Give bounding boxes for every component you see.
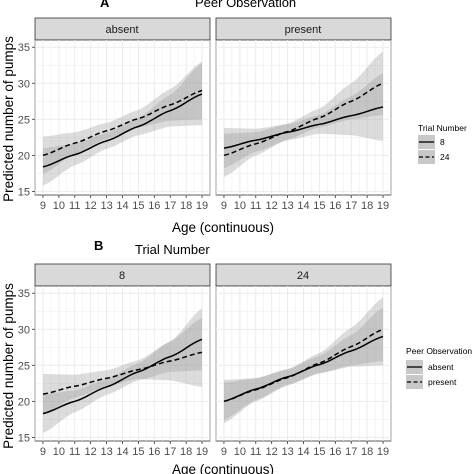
x-tick-label: 15 xyxy=(313,446,325,458)
x-tick-label: 11 xyxy=(69,446,80,458)
legend-a-title: Trial Number xyxy=(418,123,467,133)
x-tick-label: 15 xyxy=(313,200,325,212)
x-tick-label: 16 xyxy=(329,200,341,212)
x-tick-label: 16 xyxy=(329,446,341,458)
y-tick-label: 25 xyxy=(18,114,30,126)
confidence-band-present xyxy=(43,317,202,415)
panel-a-right-plot: 9 10 11 12 13 14 15 16 17 18 19 xyxy=(215,39,392,212)
panel-a-left-plot: 9 10 11 12 13 14 15 16 17 18 19 15 20 25 30 35 xyxy=(18,39,211,212)
x-tick-label: 19 xyxy=(377,446,389,458)
series-line-24 xyxy=(42,89,203,157)
x-tick-label: 19 xyxy=(196,200,208,212)
y-tick-label: 20 xyxy=(18,396,30,408)
series-line-8 xyxy=(42,93,203,168)
strip-a-right-label: present xyxy=(285,24,322,36)
x-tick-label: 13 xyxy=(281,200,293,212)
strip-a-left-label: absent xyxy=(105,24,138,36)
series-line-present xyxy=(42,351,203,395)
legend-a: Trial Number 8 24 xyxy=(418,123,467,164)
x-tick-label: 17 xyxy=(345,200,357,212)
x-tick-label: 12 xyxy=(266,446,278,458)
x-tick-label: 14 xyxy=(297,200,309,212)
y-tick-label: 20 xyxy=(18,150,30,162)
x-tick-label: 10 xyxy=(234,446,246,458)
x-tick-label: 18 xyxy=(180,446,192,458)
x-tick-label: 18 xyxy=(180,200,192,212)
x-tick-label: 14 xyxy=(116,446,128,458)
panel-b-ylabel: Predicted number of pumps xyxy=(1,283,16,449)
series-line-absent xyxy=(42,338,203,415)
x-tick-label: 9 xyxy=(40,446,46,458)
panel-b-xlabel: Age (continuous) xyxy=(172,462,274,474)
x-tick-label: 16 xyxy=(148,200,160,212)
y-tick-label: 15 xyxy=(18,432,30,444)
y-tick-label: 30 xyxy=(18,324,30,336)
confidence-band-24 xyxy=(224,51,383,177)
x-tick-label: 17 xyxy=(164,446,176,458)
legend-b-title: Peer Observation xyxy=(406,346,472,356)
y-tick-label: 15 xyxy=(18,186,30,198)
x-tick-label: 11 xyxy=(69,200,80,212)
x-tick-label: 11 xyxy=(250,200,261,212)
legend-a-label-1: 8 xyxy=(440,137,445,147)
x-tick-label: 9 xyxy=(221,200,227,212)
legend-b-label-1: absent xyxy=(428,362,454,372)
x-tick-label: 15 xyxy=(132,200,144,212)
confidence-band-24 xyxy=(43,61,202,175)
panel-a-xlabel: Age (continuous) xyxy=(172,220,274,235)
series-line-8 xyxy=(223,106,384,149)
x-tick-label: 18 xyxy=(361,200,373,212)
confidence-band-absent xyxy=(224,307,383,421)
y-tick-label: 35 xyxy=(18,288,30,300)
legend-b-label-2: present xyxy=(428,377,457,387)
panel-b-title: Trial Number xyxy=(135,242,210,257)
confidence-band-8 xyxy=(43,63,202,186)
x-tick-label: 19 xyxy=(377,200,389,212)
legend-a-label-2: 24 xyxy=(440,152,450,162)
strip-b-right-label: 24 xyxy=(297,270,309,282)
y-tick-label: 35 xyxy=(18,42,30,54)
series-line-24 xyxy=(223,82,384,157)
x-tick-label: 9 xyxy=(221,446,227,458)
panel-a-letter: A xyxy=(100,0,110,10)
legend-b: Peer Observation absent present xyxy=(406,346,472,389)
panel-a-title: Peer Observation xyxy=(195,0,296,10)
x-tick-label: 10 xyxy=(53,200,65,212)
y-tick-label: 25 xyxy=(18,360,30,372)
confidence-band-8 xyxy=(224,73,383,169)
x-tick-label: 17 xyxy=(345,446,357,458)
x-tick-label: 16 xyxy=(148,446,160,458)
x-tick-label: 19 xyxy=(196,446,208,458)
strip-b-left-label: 8 xyxy=(119,270,125,282)
x-tick-label: 15 xyxy=(132,446,144,458)
x-tick-label: 18 xyxy=(361,446,373,458)
x-tick-label: 14 xyxy=(297,446,309,458)
x-tick-label: 17 xyxy=(164,200,176,212)
x-tick-label: 13 xyxy=(100,200,112,212)
confidence-band-present xyxy=(224,297,383,423)
panel-a-ylabel: Predicted number of pumps xyxy=(1,36,16,202)
x-tick-label: 13 xyxy=(100,446,112,458)
series-line-present xyxy=(223,328,384,403)
x-tick-label: 12 xyxy=(85,446,97,458)
x-tick-label: 12 xyxy=(85,200,97,212)
x-tick-label: 13 xyxy=(281,446,293,458)
panel-b-right-plot: 9 10 11 12 13 14 15 16 17 18 19 xyxy=(215,285,392,458)
x-tick-label: 14 xyxy=(116,200,128,212)
x-tick-label: 10 xyxy=(53,446,65,458)
panel-b-letter: B xyxy=(94,238,103,253)
y-tick-label: 30 xyxy=(18,78,30,90)
x-tick-label: 11 xyxy=(250,446,261,458)
confidence-band-absent xyxy=(43,308,202,434)
panel-b-left-plot: 9 10 11 12 13 14 15 16 17 18 19 15 20 25 30 35 xyxy=(18,285,211,458)
x-tick-label: 10 xyxy=(234,200,246,212)
x-tick-label: 9 xyxy=(40,200,46,212)
x-tick-label: 12 xyxy=(266,200,278,212)
